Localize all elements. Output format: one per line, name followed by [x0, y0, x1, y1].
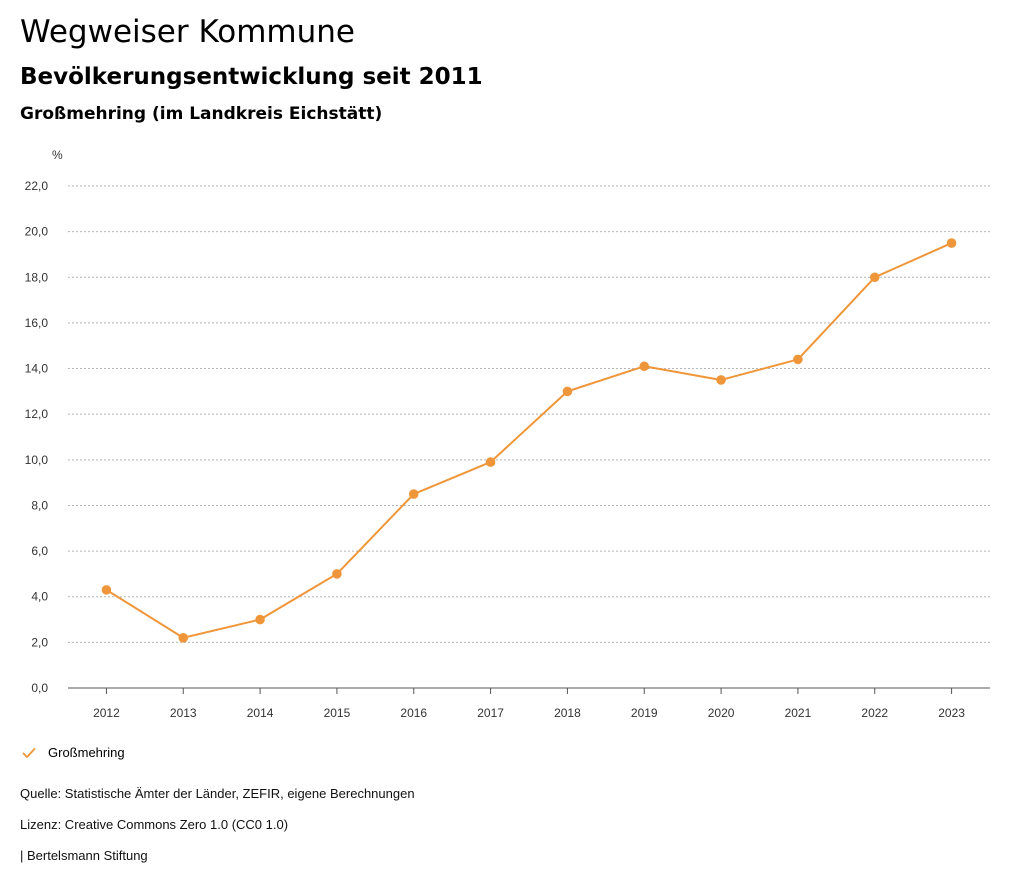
x-tick-label: 2013 [170, 706, 197, 720]
chart-subtitle: Bevölkerungsentwicklung seit 2011 [20, 64, 483, 90]
x-tick-label: 2017 [477, 706, 504, 720]
x-tick-label: 2021 [785, 706, 812, 720]
x-tick-label: 2023 [938, 706, 965, 720]
series-grossmehring [101, 238, 957, 643]
y-tick-label: 18,0 [25, 270, 49, 284]
x-tick-label: 2016 [400, 706, 427, 720]
x-tick-label: 2018 [554, 706, 581, 720]
y-tick-label: 16,0 [25, 316, 49, 330]
check-icon [22, 747, 36, 758]
data-point [793, 354, 803, 365]
legend-label-grossmehring: Großmehring [48, 745, 125, 760]
y-tick-label: 14,0 [25, 362, 49, 376]
series-line [105, 242, 952, 639]
y-tick-label: 8,0 [31, 498, 48, 512]
publisher-note: | Bertelsmann Stiftung [20, 848, 148, 863]
page-title: Wegweiser Kommune [20, 14, 355, 50]
y-tick-label: 6,0 [31, 544, 48, 558]
y-tick-label: 20,0 [25, 225, 49, 239]
license-note: Lizenz: Creative Commons Zero 1.0 (CC0 1… [20, 817, 289, 832]
data-point [332, 569, 342, 579]
y-tick-label: 0,0 [31, 681, 48, 695]
x-tick-label: 2015 [324, 706, 351, 720]
gridlines [68, 185, 990, 643]
x-tick-label: 2012 [93, 706, 120, 720]
y-tick-label: 2,0 [31, 635, 48, 649]
data-point [255, 614, 265, 625]
data-point [485, 457, 496, 467]
data-point [101, 585, 112, 595]
y-tick-label: 22,0 [25, 179, 49, 193]
data-point [408, 489, 419, 499]
y-tick-label: 4,0 [31, 590, 48, 604]
x-tick-label: 2020 [708, 706, 735, 720]
region-label: Großmehring (im Landkreis Eichstätt) [20, 104, 383, 124]
x-axis-ticks: 2012 2013 2014 2015 2016 2017 2018 2019 2020 2021… [93, 688, 965, 720]
x-tick-label: 2014 [247, 706, 274, 720]
data-point [869, 272, 880, 283]
data-point [946, 238, 957, 248]
y-tick-label: 10,0 [25, 453, 49, 467]
y-tick-label: 12,0 [25, 407, 49, 421]
data-point [562, 386, 573, 397]
x-tick-label: 2019 [631, 706, 658, 720]
data-point [716, 375, 726, 385]
data-point [178, 633, 189, 643]
y-axis-unit-label: % [52, 148, 63, 162]
source-note: Quelle: Statistische Ämter der Länder, Z… [20, 786, 415, 801]
x-tick-label: 2022 [861, 706, 888, 720]
y-axis-ticks: 0,0 2,0 4,0 6,0 8,0 10,0 12,0 14,0 16,0 18,0 20,0 2… [25, 179, 49, 695]
data-point [639, 361, 650, 372]
legend[interactable]: Großmehring [22, 745, 125, 760]
line-chart: % 0,0 2,0 4,0 6,0 8,0 10,0 12,0 14,0 16,0 18,0 20,… [25, 148, 990, 720]
